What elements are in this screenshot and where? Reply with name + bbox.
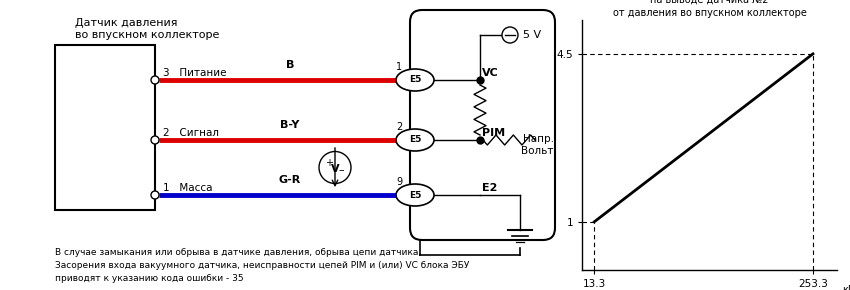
- Text: G-R: G-R: [279, 175, 301, 185]
- Text: E5: E5: [409, 75, 422, 84]
- Text: В случае замыкания или обрыва в датчике давления, обрыва цепи датчика,
Засорения: В случае замыкания или обрыва в датчике …: [55, 248, 469, 283]
- Text: E5: E5: [409, 135, 422, 144]
- Text: Датчик давления
во впускном коллекторе: Датчик давления во впускном коллекторе: [75, 18, 219, 40]
- Text: E2: E2: [482, 183, 497, 193]
- Circle shape: [502, 27, 518, 43]
- Circle shape: [151, 76, 159, 84]
- Text: 5 V: 5 V: [523, 30, 541, 40]
- Circle shape: [151, 191, 159, 199]
- Circle shape: [151, 136, 159, 144]
- Text: –: –: [338, 166, 343, 175]
- Text: VC: VC: [482, 68, 499, 78]
- Text: B-Y: B-Y: [280, 120, 300, 130]
- Ellipse shape: [396, 129, 434, 151]
- Circle shape: [319, 151, 351, 184]
- Y-axis label: Напр.
Вольт: Напр. Вольт: [521, 134, 554, 156]
- Text: кПа: кПа: [842, 285, 850, 290]
- Text: 1   Масса: 1 Масса: [163, 183, 212, 193]
- Text: PIM: PIM: [482, 128, 505, 138]
- Bar: [55, 45, 155, 210]
- Text: 2   Сигнал: 2 Сигнал: [163, 128, 219, 138]
- Title: График зависимости напряжения
на выводе датчика №2
от давления во впускном колле: График зависимости напряжения на выводе …: [613, 0, 807, 18]
- Ellipse shape: [396, 69, 434, 91]
- Text: E5: E5: [409, 191, 422, 200]
- Text: 2: 2: [396, 122, 402, 132]
- Text: B: B: [286, 60, 294, 70]
- Text: 1: 1: [396, 62, 402, 72]
- Ellipse shape: [396, 184, 434, 206]
- Text: 3   Питание: 3 Питание: [163, 68, 226, 78]
- Text: V: V: [331, 164, 339, 175]
- Text: +: +: [325, 157, 333, 168]
- Text: 9: 9: [396, 177, 402, 187]
